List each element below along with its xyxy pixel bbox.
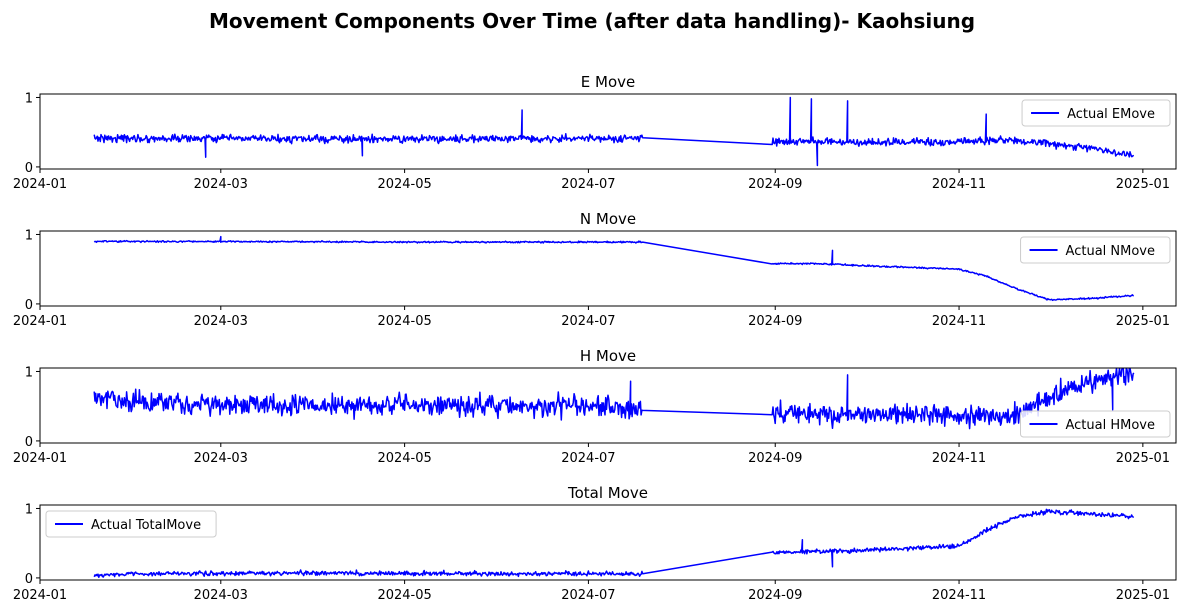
legend-box [1021,99,1171,127]
axes-frame [39,93,1177,170]
x-tick-label: 2025-01 [1116,177,1170,192]
legend-box [45,510,217,538]
panel-title: N Move [580,210,636,228]
y-tick-label: 0 [25,298,33,313]
legend-label: Actual EMove [1067,107,1155,122]
panel-3: Total Move 2024-01 2024-03 2024-05 2024-07 20… [13,484,1177,603]
x-tick-label: 2024-03 [194,177,248,192]
y-tick-label: 0 [25,572,33,587]
x-tick-label: 2024-09 [748,588,802,603]
legend-box [1020,236,1171,264]
x-tick-label: 2024-03 [194,314,248,329]
panel-title: E Move [581,73,635,91]
y-tick-label: 1 [25,502,33,517]
x-tick-label: 2025-01 [1116,588,1170,603]
series-line-actual-totalmove [93,508,1135,579]
series-line-actual-emove [93,96,1135,167]
axes-frame [39,367,1177,444]
axes-frame [39,230,1177,307]
series-line-actual-hmove [93,368,1135,430]
x-tick-label: 2024-07 [561,588,615,603]
x-tick-label: 2024-01 [13,177,67,192]
legend: Actual NMove [1020,236,1171,264]
x-tick-label: 2025-01 [1116,314,1170,329]
x-tick-label: 2024-01 [13,314,67,329]
legend: Actual TotalMove [45,510,217,538]
x-tick-label: 2024-05 [377,177,431,192]
x-tick-label: 2024-07 [561,177,615,192]
legend-label: Actual TotalMove [91,518,201,533]
panel-title: H Move [580,347,636,365]
y-tick-label: 0 [25,435,33,450]
x-tick-label: 2025-01 [1116,451,1170,466]
panels: E Move 2024-01 2024-03 2024-05 2024-07 2024-0… [13,73,1177,603]
x-tick-label: 2024-09 [748,314,802,329]
x-tick-label: 2024-05 [377,588,431,603]
panel-2: H Move 2024-01 2024-03 2024-05 2024-07 2024-0… [13,347,1177,466]
legend-box [1020,410,1171,438]
x-tick-label: 2024-07 [561,314,615,329]
y-tick-label: 0 [25,161,33,176]
axes-frame [39,504,1177,581]
y-tick-label: 1 [25,365,33,380]
x-tick-label: 2024-03 [194,451,248,466]
x-tick-label: 2024-11 [932,451,986,466]
x-tick-label: 2024-11 [932,177,986,192]
panel-0: E Move 2024-01 2024-03 2024-05 2024-07 2024-0… [13,73,1177,192]
x-tick-label: 2024-09 [748,451,802,466]
x-tick-label: 2024-11 [932,314,986,329]
x-tick-label: 2024-01 [13,588,67,603]
legend-label: Actual HMove [1066,418,1156,433]
x-tick-label: 2024-05 [377,451,431,466]
y-tick-label: 1 [25,91,33,106]
x-tick-label: 2024-07 [561,451,615,466]
x-tick-label: 2024-05 [377,314,431,329]
panel-title: Total Move [567,484,648,502]
legend-label: Actual NMove [1066,244,1155,259]
figure-title: Movement Components Over Time (after dat… [209,9,975,33]
y-tick-label: 1 [25,228,33,243]
series-line-actual-nmove [93,235,1134,302]
x-tick-label: 2024-11 [932,588,986,603]
legend: Actual HMove [1020,410,1171,438]
legend: Actual EMove [1021,99,1171,127]
x-tick-label: 2024-01 [13,451,67,466]
x-tick-label: 2024-09 [748,177,802,192]
panel-1: N Move 2024-01 2024-03 2024-05 2024-07 2024-0… [13,210,1177,329]
x-tick-label: 2024-03 [194,588,248,603]
